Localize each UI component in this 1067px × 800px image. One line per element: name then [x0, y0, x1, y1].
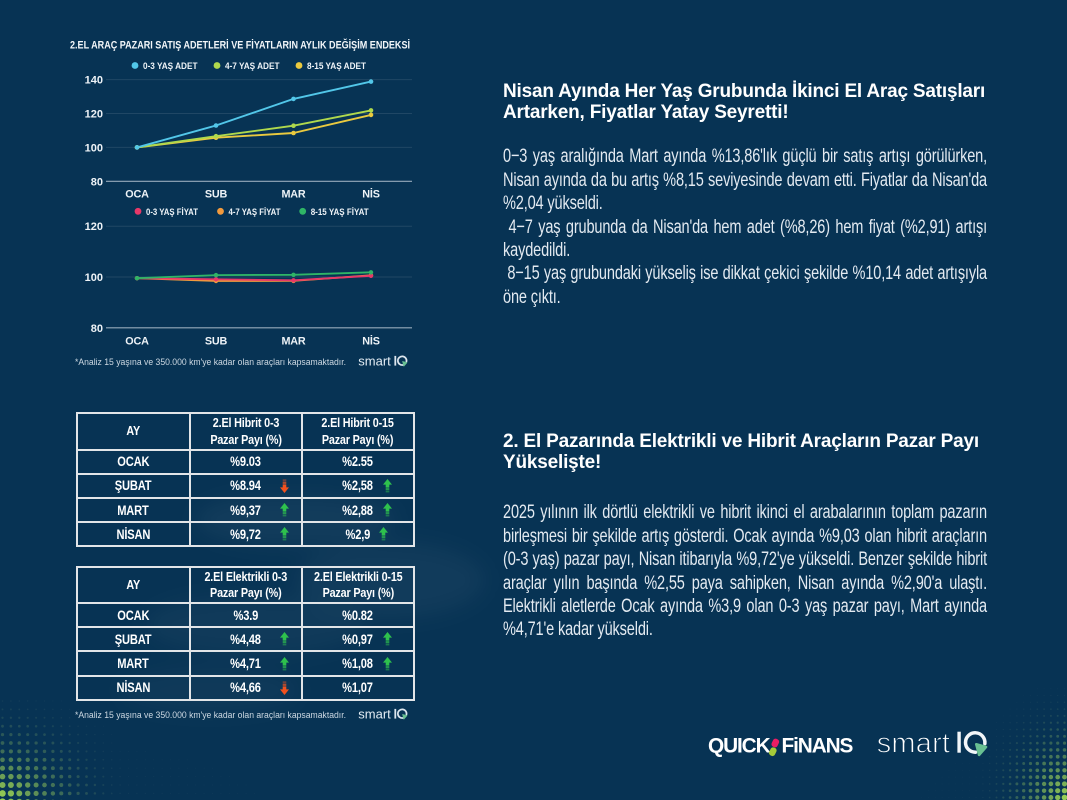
svg-text:80: 80 — [91, 323, 103, 335]
svg-text:4-7 YAŞ FİYAT: 4-7 YAŞ FİYAT — [229, 207, 281, 218]
svg-text:*Analiz 15 yaşına ve 350.000 k: *Analiz 15 yaşına ve 350.000 km'ye kadar… — [75, 710, 346, 721]
svg-text:smart: smart — [358, 706, 391, 721]
svg-text:smart: smart — [358, 353, 391, 368]
svg-text:8-15 YAŞ FİYAT: 8-15 YAŞ FİYAT — [311, 207, 369, 218]
svg-text:SUB: SUB — [205, 336, 228, 348]
svg-text:FiNANS: FiNANS — [782, 734, 854, 757]
svg-text:140: 140 — [85, 75, 103, 87]
svg-text:NİS: NİS — [362, 335, 379, 348]
svg-text:0-3 YAŞ FİYAT: 0-3 YAŞ FİYAT — [146, 207, 198, 218]
svg-text:0-3 YAŞ ADET: 0-3 YAŞ ADET — [143, 61, 198, 72]
svg-text:2.EL ARAÇ PAZARI SATIŞ ADETLER: 2.EL ARAÇ PAZARI SATIŞ ADETLERİ VE FİYAT… — [70, 39, 410, 52]
svg-text:OCA: OCA — [125, 189, 149, 201]
svg-text:100: 100 — [85, 272, 103, 284]
svg-text:smart: smart — [877, 728, 951, 760]
svg-text:4-7 YAŞ ADET: 4-7 YAŞ ADET — [225, 61, 280, 72]
svg-text:8-15 YAŞ ADET: 8-15 YAŞ ADET — [307, 61, 366, 72]
svg-text:QUICK: QUICK — [708, 734, 771, 757]
svg-text:120: 120 — [85, 109, 103, 121]
svg-text:NİS: NİS — [362, 188, 379, 201]
svg-text:120: 120 — [85, 221, 103, 233]
svg-text:SUB: SUB — [205, 189, 228, 201]
svg-text:MAR: MAR — [282, 189, 306, 201]
svg-text:MAR: MAR — [282, 336, 306, 348]
svg-text:100: 100 — [85, 142, 103, 154]
svg-text:80: 80 — [91, 176, 103, 188]
svg-text:OCA: OCA — [125, 336, 149, 348]
svg-text:*Analiz 15 yaşına ve 350.000 k: *Analiz 15 yaşına ve 350.000 km'ye kadar… — [75, 357, 346, 368]
